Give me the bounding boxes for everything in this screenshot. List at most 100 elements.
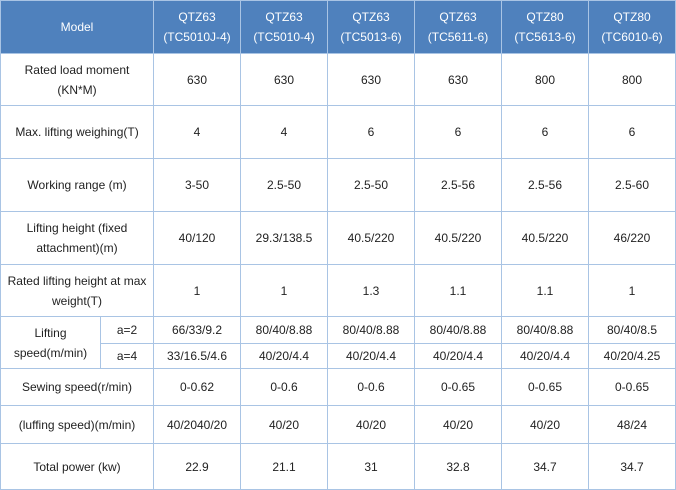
row-label-line: Rated load moment	[24, 62, 130, 77]
table-cell: 80/40/8.5	[588, 316, 676, 344]
table-row: Sewing speed(r/min) 0-0.62 0-0.6 0-0.6 0…	[0, 368, 676, 406]
table-cell: 80/40/8.88	[327, 316, 415, 344]
sub-row-label: a=4	[100, 343, 154, 369]
table-row: Lifting speed(m/min) a=2 66/33/9.2 80/40/…	[0, 316, 676, 369]
table-cell: 1.1	[501, 264, 589, 317]
table-cell: 40/20/4.4	[327, 343, 415, 369]
table-row: Total power (kw) 22.9 21.1 31 32.8 34.7 …	[0, 443, 676, 490]
table-cell: 80/40/8.88	[414, 316, 502, 344]
table-cell: 630	[414, 53, 502, 106]
model-header-cell: QTZ80 (TC5613-6)	[501, 0, 589, 54]
table-cell: 0-0.65	[414, 368, 502, 406]
table-cell: 40.5/220	[327, 211, 415, 265]
table-cell: 46/220	[588, 211, 676, 265]
model-header-cell: QTZ63 (TC5013-6)	[327, 0, 415, 54]
table-cell: 40/20	[240, 405, 328, 444]
table-cell: 3-50	[153, 158, 241, 212]
table-cell: 33/16.5/4.6	[153, 343, 241, 369]
row-label-line: Lifting	[34, 325, 67, 340]
table-row: Working range (m) 3-50 2.5-50 2.5-50 2.5…	[0, 158, 676, 212]
table-row: a=4 33/16.5/4.6 40/20/4.4 40/20/4.4 40/2…	[1, 343, 676, 369]
table-cell: 40/20	[414, 405, 502, 444]
model-name: QTZ80	[613, 10, 651, 24]
table-cell: 40/20	[501, 405, 589, 444]
table-cell: 34.7	[501, 443, 589, 490]
table-cell: 40/120	[153, 211, 241, 265]
table-cell: 21.1	[240, 443, 328, 490]
table-cell: 0-0.62	[153, 368, 241, 406]
table-cell: 2.5-56	[501, 158, 589, 212]
table-cell: 0-0.65	[501, 368, 589, 406]
model-code: (TC5611-6)	[427, 30, 489, 44]
table-cell: 630	[240, 53, 328, 106]
model-header-cell: QTZ63 (TC5611-6)	[414, 0, 502, 54]
table-cell: 6	[414, 105, 502, 159]
table-cell: 2.5-56	[414, 158, 502, 212]
table-cell: 40/20/4.4	[501, 343, 589, 369]
row-label: Sewing speed(r/min)	[0, 368, 154, 406]
sub-row-label: a=2	[100, 316, 154, 344]
model-name: QTZ63	[265, 10, 303, 24]
row-label: Lifting height (fixed attachment)(m)	[0, 211, 154, 265]
model-code: (TC5010-4)	[253, 30, 315, 44]
table-cell: 1	[240, 264, 328, 317]
table-cell: 80/40/8.88	[240, 316, 328, 344]
table-cell: 1	[153, 264, 241, 317]
table-row: (luffing speed)(m/min) 40/2040/20 40/20 …	[0, 405, 676, 444]
row-label: Total power (kw)	[0, 443, 154, 490]
row-label-line: Rated lifting height at max	[7, 273, 147, 288]
row-label: Working range (m)	[0, 158, 154, 212]
table-cell: 2.5-50	[240, 158, 328, 212]
table-cell: 40/20/4.4	[240, 343, 328, 369]
model-header: Model	[0, 0, 154, 54]
table-cell: 1.1	[414, 264, 502, 317]
table-cell: 66/33/9.2	[153, 316, 241, 344]
table-cell: 40/2040/20	[153, 405, 241, 444]
table-cell: 31	[327, 443, 415, 490]
table-cell: 80/40/8.88	[501, 316, 589, 344]
table-cell: 40/20/4.4	[414, 343, 502, 369]
model-header-cell: QTZ80 (TC6010-6)	[588, 0, 676, 54]
table-cell: 1.3	[327, 264, 415, 317]
table-cell: 40/20	[327, 405, 415, 444]
table-cell: 4	[153, 105, 241, 159]
table-cell: 1	[588, 264, 676, 317]
table-cell: 34.7	[588, 443, 676, 490]
row-label-line: weight(T)	[51, 293, 102, 308]
table-cell: 630	[153, 53, 241, 106]
table-cell: 29.3/138.5	[240, 211, 328, 265]
row-label: Rated lifting height at max weight(T)	[0, 264, 154, 317]
table-cell: 800	[588, 53, 676, 106]
table-cell: 40/20/4.25	[588, 343, 676, 369]
table-cell: 40.5/220	[501, 211, 589, 265]
model-name: QTZ63	[352, 10, 390, 24]
table-cell: 630	[327, 53, 415, 106]
table-cell: 800	[501, 53, 589, 106]
row-label: Max. lifting weighing(T)	[0, 105, 154, 159]
row-label-line: attachment)(m)	[36, 241, 118, 255]
table-row: Max. lifting weighing(T) 4 4 6 6 6 6	[0, 105, 676, 159]
row-label-line: Lifting height (fixed	[26, 221, 128, 235]
table-row: Rated lifting height at max weight(T) 1 1…	[0, 264, 676, 317]
table-cell: 0-0.6	[240, 368, 328, 406]
table-cell: 48/24	[588, 405, 676, 444]
table-cell: 6	[588, 105, 676, 159]
model-header-cell: QTZ63 (TC5010J-4)	[153, 0, 241, 54]
model-code: (TC5613-6)	[514, 30, 576, 44]
table-cell: 2.5-60	[588, 158, 676, 212]
row-label: Rated load moment (KN*M)	[0, 53, 154, 106]
row-label-line: speed(m/min)	[13, 345, 88, 360]
table-cell: 2.5-50	[327, 158, 415, 212]
model-code: (TC5013-6)	[340, 30, 402, 44]
row-label: Lifting speed(m/min)	[0, 316, 101, 369]
table-row: Rated load moment (KN*M) 630 630 630 630 …	[0, 53, 676, 106]
model-header-cell: QTZ63 (TC5010-4)	[240, 0, 328, 54]
table-cell: 4	[240, 105, 328, 159]
row-label: (luffing speed)(m/min)	[0, 405, 154, 444]
model-name: QTZ63	[439, 10, 477, 24]
table-cell: 32.8	[414, 443, 502, 490]
table-row: Lifting height (fixed attachment)(m) 40/1…	[0, 211, 676, 265]
row-label-line: (KN*M)	[57, 82, 97, 97]
header-row: Model QTZ63 (TC5010J-4) QTZ63 (TC5010-4) Q…	[0, 0, 676, 54]
table-cell: 40.5/220	[414, 211, 502, 265]
